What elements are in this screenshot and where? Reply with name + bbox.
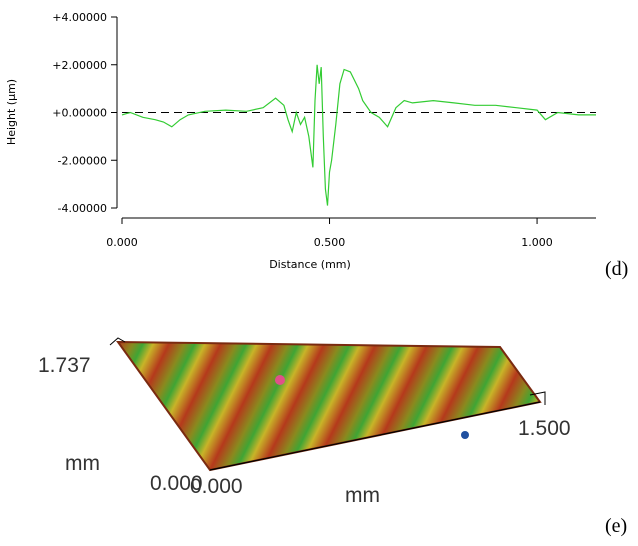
z-max-label: 1.737	[38, 354, 91, 377]
panel-label: (e)	[605, 515, 627, 537]
data-line	[121, 64, 596, 206]
origin-label: 0.000	[190, 475, 243, 498]
axis-bracket	[529, 391, 546, 405]
y-tick-label: +0.00000	[52, 107, 107, 120]
surface-feature	[275, 375, 285, 385]
surface-feature	[461, 431, 469, 439]
x-tick-label: 1.000	[521, 236, 553, 249]
x-tick-label: 0.000	[106, 236, 138, 249]
y-tick-label: +4.00000	[52, 11, 107, 24]
x-tick-label: 0.500	[314, 236, 346, 249]
z-unit-label: mm	[65, 452, 100, 475]
surface-plot: 1.737 mm 0.000 0.000 1.500 mm (e)	[38, 337, 627, 537]
base-edge	[209, 401, 541, 471]
panel-label: (d)	[605, 258, 628, 280]
x-axis-label: Distance (mm)	[269, 258, 351, 271]
y-axis-label: Height (µm)	[5, 79, 18, 145]
y-tick-label: -2.00000	[58, 154, 107, 167]
axis-bracket	[109, 337, 126, 346]
x-max-label: 1.500	[518, 417, 571, 440]
y-tick-label: +2.00000	[52, 59, 107, 72]
surface	[116, 340, 542, 472]
x-unit-label: mm	[345, 484, 380, 507]
y-tick-label: -4.00000	[58, 202, 107, 215]
origin-label: 0.000	[150, 472, 203, 495]
